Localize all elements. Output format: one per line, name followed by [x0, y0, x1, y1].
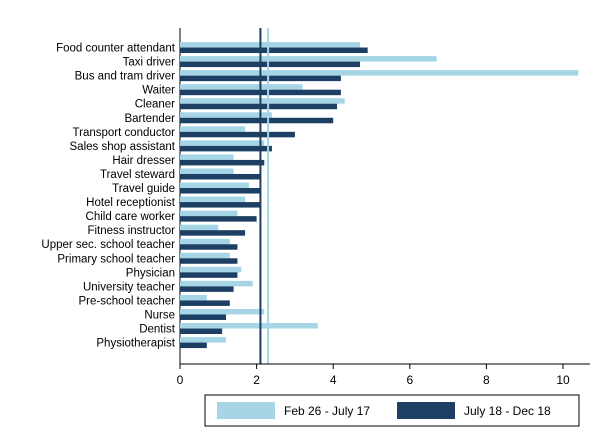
bar-series-1	[180, 168, 234, 174]
bar-series-2	[180, 342, 207, 349]
bar-series-1	[180, 112, 272, 118]
bar-series-1	[180, 42, 361, 48]
legend-swatch-series-2	[397, 402, 455, 419]
bar-series-2	[180, 117, 334, 124]
bar-series-1	[180, 84, 303, 90]
bar-series-2	[180, 258, 238, 264]
bar-series-2	[180, 131, 295, 138]
bar-series-2	[180, 103, 338, 110]
bar-series-2	[180, 159, 265, 166]
x-tick-label: 10	[556, 373, 570, 387]
category-label: Transport conductor	[73, 127, 176, 139]
bar-series-1	[180, 337, 226, 343]
legend-label-series-2: July 18 - Dec 18	[464, 404, 551, 418]
category-label: Physician	[126, 267, 175, 279]
bar-series-2	[180, 173, 261, 180]
category-labels: Food counter attendant Taxi driver Bus and…	[41, 43, 175, 350]
x-tick-label: 2	[253, 373, 260, 387]
bar-series-1	[180, 266, 242, 273]
bar-series-2	[180, 286, 234, 292]
reference-lines-layer	[259, 28, 270, 364]
category-label: Fitness instructor	[87, 225, 175, 237]
bars-layer	[180, 42, 579, 349]
bar-series-2	[180, 328, 223, 335]
bar-series-1	[180, 210, 238, 217]
bar-series-2	[180, 61, 361, 68]
bar-series-1	[180, 56, 437, 62]
bar-series-2	[180, 272, 238, 278]
legend: Feb 26 - July 17 July 18 - Dec 18	[204, 394, 580, 427]
category-label: Nurse	[144, 309, 175, 321]
category-label: Waiter	[142, 85, 175, 97]
x-axis-ticks: 0 2 4 6 8 10	[177, 364, 570, 387]
bar-series-1	[180, 154, 234, 160]
bar-series-2	[180, 314, 226, 320]
category-label: Pre-school teacher	[78, 295, 175, 307]
category-label: Hair dresser	[112, 155, 175, 167]
bar-series-1	[180, 280, 253, 287]
category-label: Cleaner	[135, 99, 175, 111]
category-label: Child care worker	[86, 211, 176, 223]
bar-series-1	[180, 252, 230, 259]
category-label: Physiotherapist	[96, 338, 175, 350]
bar-series-1	[180, 70, 579, 76]
bar-series-2	[180, 244, 238, 250]
category-label: Travel steward	[100, 169, 175, 181]
x-tick-label: 0	[177, 373, 184, 387]
bar-series-1	[180, 294, 207, 301]
bar-series-2	[180, 216, 257, 222]
bar-series-2	[180, 230, 246, 236]
bar-series-1	[180, 182, 249, 189]
x-tick-label: 8	[483, 373, 490, 387]
bar-series-2	[180, 145, 272, 152]
category-label: Bus and tram driver	[75, 71, 176, 83]
category-label: Sales shop assistant	[70, 141, 176, 153]
category-label: Travel guide	[112, 183, 175, 195]
bar-series-2	[180, 47, 368, 54]
bar-series-1	[180, 308, 265, 315]
legend-label-series-1: Feb 26 - July 17	[284, 404, 370, 418]
bar-series-2	[180, 202, 261, 208]
category-label: University teacher	[83, 281, 175, 293]
bar-series-1	[180, 238, 230, 245]
category-label: Bartender	[124, 113, 175, 125]
bar-series-1	[180, 224, 219, 231]
bar-series-1	[180, 126, 246, 132]
category-label: Upper sec. school teacher	[41, 239, 175, 251]
bar-series-1	[180, 98, 345, 104]
bar-series-2	[180, 188, 261, 194]
bar-series-1	[180, 140, 265, 146]
category-label: Hotel receptionist	[86, 197, 176, 209]
bar-series-1	[180, 323, 318, 329]
bar-series-2	[180, 300, 230, 306]
category-label: Primary school teacher	[57, 253, 175, 265]
x-tick-label: 4	[330, 373, 337, 387]
x-tick-label: 6	[406, 373, 413, 387]
category-label: Dentist	[139, 324, 176, 336]
category-label: Taxi driver	[123, 57, 176, 69]
category-label: Food counter attendant	[56, 43, 176, 55]
bar-series-1	[180, 196, 246, 203]
legend-swatch-series-1	[217, 402, 275, 419]
